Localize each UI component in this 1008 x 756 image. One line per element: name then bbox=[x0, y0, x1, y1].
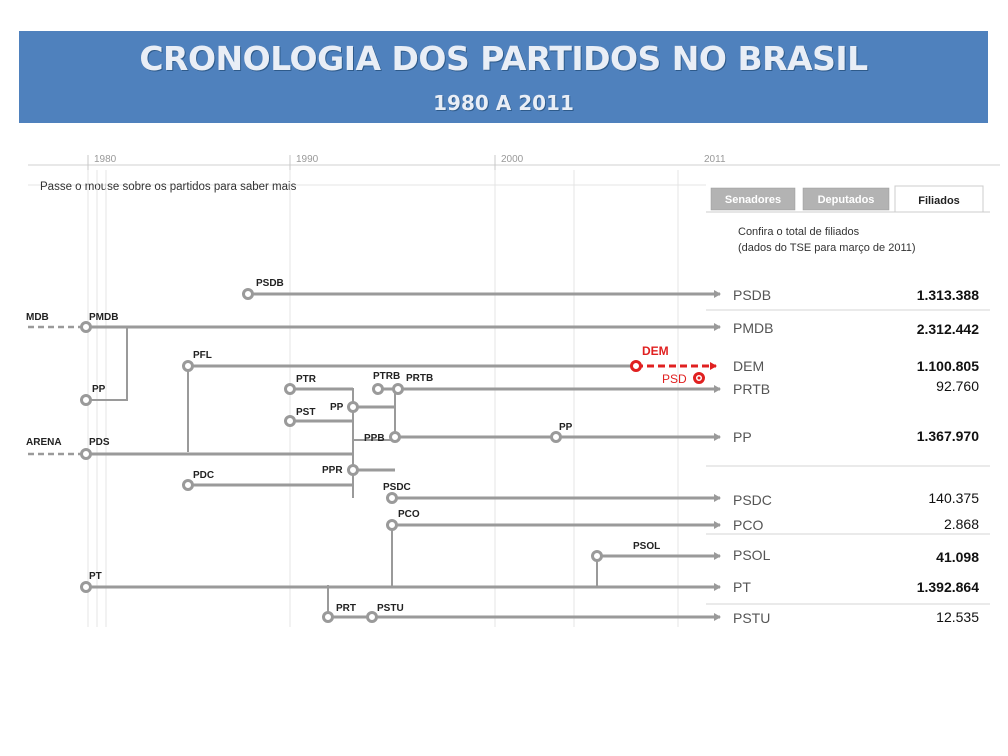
count-psdb: 1.313.388 bbox=[917, 287, 979, 303]
count-prtb: 92.760 bbox=[936, 378, 979, 394]
count-psdc: 140.375 bbox=[928, 490, 979, 506]
tab-filiados[interactable]: Filiados bbox=[894, 185, 984, 213]
label-pp-1980: PP bbox=[92, 384, 106, 395]
node-dem bbox=[630, 360, 642, 372]
count-pmdb: 2.312.442 bbox=[917, 321, 979, 337]
page-title: CRONOLOGIA DOS PARTIDOS NO BRASIL bbox=[139, 39, 868, 78]
node-prt bbox=[322, 611, 334, 623]
label-ptr: PTR bbox=[296, 374, 317, 385]
year-1990: 1990 bbox=[296, 154, 319, 165]
node-pmdb bbox=[80, 321, 92, 333]
node-pt bbox=[80, 581, 92, 593]
label-pmdb: PMDB bbox=[89, 312, 118, 323]
hover-hint: Passe o mouse sobre os partidos para sab… bbox=[40, 181, 297, 193]
label-prtb: PRTB bbox=[406, 373, 433, 384]
node-ppr bbox=[347, 464, 359, 476]
count-dem: 1.100.805 bbox=[917, 358, 979, 374]
title-banner: CRONOLOGIA DOS PARTIDOS NO BRASIL 1980 A… bbox=[19, 31, 988, 123]
label-pco: PCO bbox=[398, 509, 420, 520]
year-gridlines bbox=[87, 170, 679, 627]
year-2000: 2000 bbox=[501, 154, 524, 165]
label-pstu: PSTU bbox=[377, 603, 404, 614]
node-psdb bbox=[242, 288, 254, 300]
year-2011: 2011 bbox=[704, 154, 726, 165]
label-psdb: PSDB bbox=[256, 278, 284, 289]
party-lines bbox=[86, 290, 721, 621]
tab-filiados-label: Filiados bbox=[918, 195, 960, 207]
node-pp-2003 bbox=[550, 431, 562, 443]
note-line-1: Confira o total de filiados bbox=[738, 226, 860, 238]
node-pds bbox=[80, 448, 92, 460]
count-pstu: 12.535 bbox=[936, 609, 979, 625]
label-pdc: PDC bbox=[193, 470, 214, 481]
label-arena: ARENA bbox=[26, 437, 62, 448]
end-label-pco: PCO bbox=[733, 517, 763, 533]
node-pst bbox=[284, 415, 296, 427]
end-label-pt: PT bbox=[733, 579, 751, 595]
table-separators bbox=[706, 309, 990, 605]
end-label-psdc: PSDC bbox=[733, 492, 772, 508]
label-pfl: PFL bbox=[193, 350, 212, 361]
label-psol: PSOL bbox=[633, 541, 660, 552]
page-subtitle: 1980 A 2011 bbox=[433, 91, 574, 115]
node-psol bbox=[591, 550, 603, 562]
label-pds: PDS bbox=[89, 437, 110, 448]
label-ptrb: PTRB bbox=[373, 371, 400, 382]
label-pt: PT bbox=[89, 571, 102, 582]
end-label-pp: PP bbox=[733, 429, 752, 445]
label-ppb: PPB bbox=[364, 433, 385, 444]
end-label-prtb: PRTB bbox=[733, 381, 770, 397]
node-ptr bbox=[284, 383, 296, 395]
node-pp-1980 bbox=[80, 394, 92, 406]
tab-senadores[interactable]: Senadores bbox=[710, 187, 796, 211]
node-pfl bbox=[182, 360, 194, 372]
tab-deputados[interactable]: Deputados bbox=[802, 187, 890, 211]
red-nodes[interactable] bbox=[630, 360, 705, 384]
end-label-psol: PSOL bbox=[733, 547, 771, 563]
node-pdc bbox=[182, 479, 194, 491]
node-prtb bbox=[392, 383, 404, 395]
end-label-dem: DEM bbox=[733, 358, 764, 374]
label-pp-2003: PP bbox=[559, 422, 573, 433]
node-psdc bbox=[386, 492, 398, 504]
label-mdb: MDB bbox=[26, 312, 49, 323]
count-pco: 2.868 bbox=[944, 516, 979, 532]
party-nodes[interactable] bbox=[80, 288, 603, 623]
node-pco bbox=[386, 519, 398, 531]
label-prt: PRT bbox=[336, 603, 356, 614]
count-pt: 1.392.864 bbox=[917, 579, 979, 595]
count-psol: 41.098 bbox=[936, 549, 979, 565]
label-dem: DEM bbox=[642, 344, 669, 358]
count-pp: 1.367.970 bbox=[917, 428, 979, 444]
node-ppb bbox=[389, 431, 401, 443]
year-1980: 1980 bbox=[94, 154, 117, 165]
node-pstu bbox=[366, 611, 378, 623]
end-label-psdb: PSDB bbox=[733, 287, 771, 303]
label-psd: PSD bbox=[662, 372, 687, 386]
end-label-pstu: PSTU bbox=[733, 610, 770, 626]
label-pst: PST bbox=[296, 407, 315, 418]
label-pp-small: PP bbox=[330, 402, 344, 413]
end-label-pmdb: PMDB bbox=[733, 320, 773, 336]
node-psd-dot bbox=[697, 376, 701, 380]
node-ptrb bbox=[372, 383, 384, 395]
node-pp-small bbox=[347, 401, 359, 413]
label-ppr: PPR bbox=[322, 465, 343, 476]
label-psdc: PSDC bbox=[383, 482, 411, 493]
tab-deputados-label: Deputados bbox=[818, 194, 875, 206]
tab-senadores-label: Senadores bbox=[725, 194, 781, 206]
note-line-2: (dados do TSE para março de 2011) bbox=[738, 242, 916, 254]
party-timeline-diagram: 1980 1990 2000 2011 Passe o mouse sobre … bbox=[26, 154, 1000, 627]
